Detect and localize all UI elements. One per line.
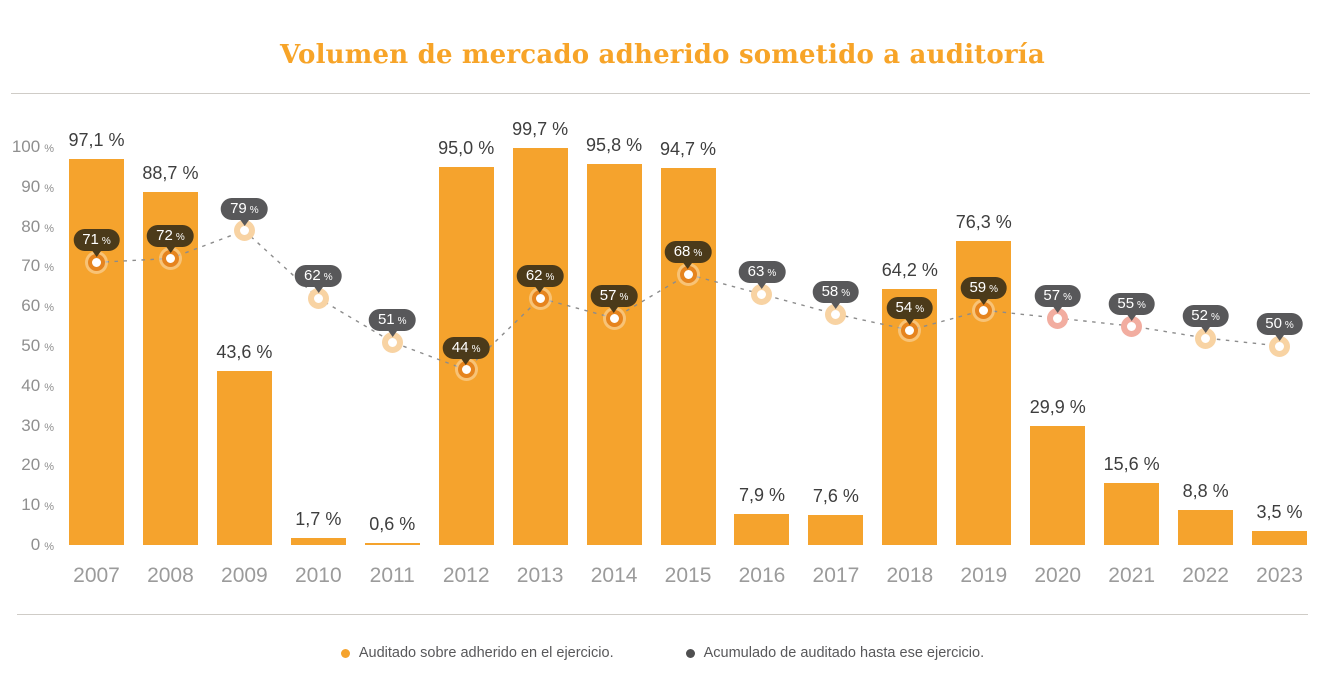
y-tick-100: 100% [11, 137, 54, 156]
bar-2009 [216, 371, 272, 545]
bar-label-2015: 94,7 % [659, 139, 717, 160]
x-label-2009: 2009 [221, 564, 268, 587]
line-badge-2014: 57% [590, 285, 638, 314]
line-badge-2023: 50% [1256, 313, 1303, 341]
x-label-2016: 2016 [738, 564, 786, 587]
y-tick-60: 60% [21, 296, 54, 316]
x-label-2018: 2018 [886, 564, 934, 587]
bar-label-2022: 8,8 % [1182, 480, 1229, 501]
line-badge-2019: 59% [960, 277, 1008, 306]
x-label-2017: 2017 [812, 564, 860, 587]
line-badge-2010: 62% [295, 265, 342, 294]
bar-2011 [364, 542, 420, 545]
bottom-divider [17, 614, 1308, 615]
bar-label-2007: 97,1 % [68, 129, 125, 150]
bar-label-2023: 3,5 % [1256, 502, 1303, 523]
bar-label-2021: 15,6 % [1103, 453, 1160, 474]
bar-2015 [660, 168, 716, 545]
y-tick-20: 20% [21, 455, 54, 475]
line-series-dot-icon [685, 648, 695, 658]
bar-label-2016: 7,9 % [738, 484, 785, 505]
y-tick-50: 50% [21, 336, 54, 355]
bar-2021 [1104, 482, 1160, 545]
y-tick-80: 80% [21, 216, 54, 236]
bar-2020 [1030, 425, 1086, 545]
bar-2022 [1178, 509, 1234, 545]
bar-label-2013: 99,7 % [512, 119, 569, 140]
line-badge-2009: 79% [221, 197, 268, 226]
x-label-2015: 2015 [664, 564, 712, 587]
bar-series-dot-icon [340, 648, 350, 658]
y-tick-10: 10% [21, 495, 54, 515]
x-label-2007: 2007 [73, 564, 120, 587]
bar-label-2010: 1,7 % [295, 509, 342, 530]
legend-item-line: Acumulado de auditado hasta ese ejercici… [685, 645, 985, 661]
x-label-2021: 2021 [1108, 564, 1156, 587]
top-divider [11, 93, 1310, 94]
x-label-2011: 2011 [369, 564, 415, 587]
bar-label-2009: 43,6 % [216, 342, 273, 363]
line-badge-2022: 52% [1182, 305, 1229, 334]
x-label-2014: 2014 [590, 564, 638, 587]
legend: Auditado sobre adherido en el ejercicio.… [0, 645, 1325, 661]
bar-label-2017: 7,6 % [812, 485, 859, 506]
bar-label-2020: 29,9 % [1029, 396, 1086, 417]
bar-label-2008: 88,7 % [142, 162, 199, 183]
y-tick-30: 30% [21, 415, 54, 435]
line-badge-2008: 72% [147, 225, 194, 254]
bar-2010 [290, 538, 346, 545]
line-badge-2017: 58% [812, 281, 860, 310]
bar-label-2012: 95,0 % [438, 137, 495, 158]
x-label-2008: 2008 [147, 564, 194, 587]
bar-label-2014: 95,8 % [586, 134, 643, 155]
bar-label-2018: 64,2 % [881, 260, 938, 281]
line-badge-2018: 54% [886, 297, 934, 326]
x-label-2010: 2010 [294, 564, 342, 587]
legend-item-bars: Auditado sobre adherido en el ejercicio. [340, 645, 614, 661]
line-badge-2007: 71% [73, 229, 120, 258]
line-badge-2015: 68% [664, 241, 712, 270]
line-badge-2013: 62% [516, 265, 564, 294]
line-badge-2012: 44% [442, 336, 490, 365]
y-tick-0: 0% [30, 535, 54, 554]
x-label-2022: 2022 [1182, 564, 1229, 587]
line-badge-2011: 51% [368, 309, 416, 338]
bar-2023 [1252, 531, 1308, 545]
x-label-2012: 2012 [442, 564, 490, 587]
x-label-2019: 2019 [960, 564, 1008, 587]
bar-2014 [586, 163, 642, 545]
bar-2016 [734, 513, 790, 545]
bar-label-2019: 76,3 % [955, 212, 1012, 233]
y-tick-70: 70% [21, 256, 54, 276]
bar-2007 [69, 158, 124, 545]
x-label-2020: 2020 [1034, 564, 1082, 587]
x-label-2023: 2023 [1256, 564, 1303, 587]
y-tick-90: 90% [21, 176, 54, 196]
legend-label-bars: Auditado sobre adherido en el ejercicio. [358, 645, 614, 661]
x-label-2013: 2013 [516, 564, 564, 587]
bar-2013 [512, 148, 568, 545]
y-tick-40: 40% [21, 375, 54, 395]
bar-label-2011: 0,6 % [369, 513, 416, 534]
line-badge-2020: 57% [1034, 285, 1082, 314]
legend-label-line: Acumulado de auditado hasta ese ejercici… [703, 645, 985, 661]
line-badge-2021: 55% [1108, 293, 1155, 322]
line-badge-2016: 63% [738, 261, 786, 290]
chart-title: Volumen de mercado adherido sometido a a… [280, 40, 1045, 70]
bar-2017 [808, 514, 864, 545]
